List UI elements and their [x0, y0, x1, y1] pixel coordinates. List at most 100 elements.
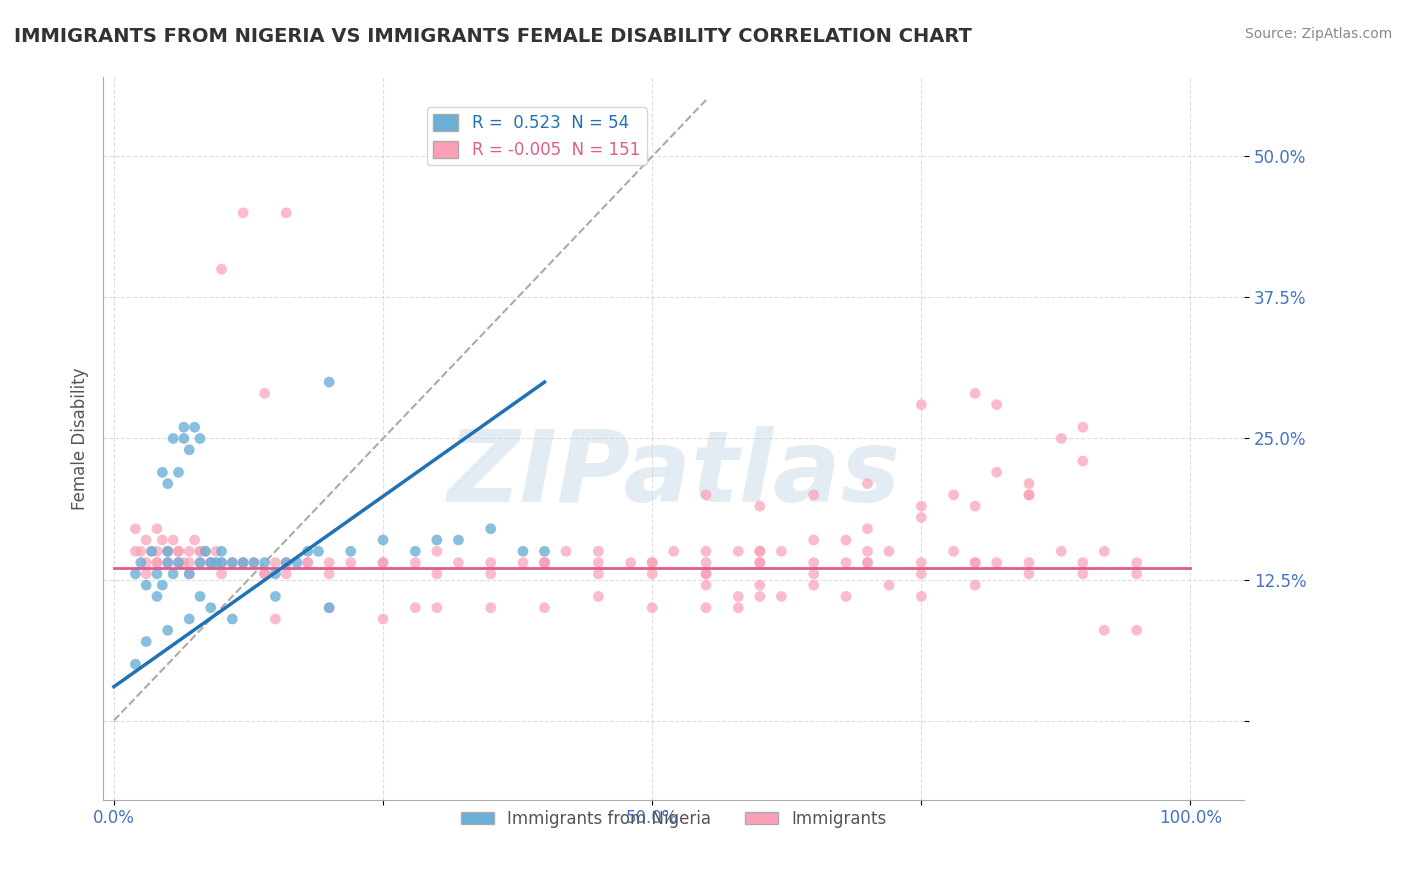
Point — [232, 206, 254, 220]
Point — [856, 544, 879, 558]
Point — [162, 566, 184, 581]
Point — [748, 556, 770, 570]
Point — [641, 600, 664, 615]
Point — [695, 566, 717, 581]
Point — [479, 522, 502, 536]
Point — [211, 544, 233, 558]
Point — [179, 544, 201, 558]
Point — [339, 556, 361, 570]
Point — [856, 556, 879, 570]
Point — [141, 544, 163, 558]
Point — [211, 556, 233, 570]
Point — [695, 566, 717, 581]
Point — [479, 556, 502, 570]
Point — [141, 544, 163, 558]
Point — [276, 206, 298, 220]
Point — [156, 476, 179, 491]
Point — [156, 624, 179, 638]
Point — [986, 556, 1008, 570]
Point — [318, 556, 340, 570]
Point — [965, 386, 987, 401]
Point — [156, 556, 179, 570]
Point — [533, 544, 555, 558]
Point — [253, 566, 276, 581]
Point — [986, 398, 1008, 412]
Point — [146, 556, 169, 570]
Point — [479, 600, 502, 615]
Point — [910, 510, 932, 524]
Point — [200, 600, 222, 615]
Point — [856, 522, 879, 536]
Point — [188, 544, 211, 558]
Point — [641, 556, 664, 570]
Point — [404, 600, 426, 615]
Point — [167, 556, 190, 570]
Point — [371, 612, 394, 626]
Point — [1018, 566, 1040, 581]
Point — [588, 544, 610, 558]
Point — [1071, 454, 1094, 468]
Point — [965, 556, 987, 570]
Point — [200, 556, 222, 570]
Point — [748, 590, 770, 604]
Point — [910, 566, 932, 581]
Point — [1050, 432, 1073, 446]
Point — [188, 556, 211, 570]
Point — [276, 556, 298, 570]
Point — [1125, 624, 1147, 638]
Point — [264, 590, 287, 604]
Point — [318, 600, 340, 615]
Point — [803, 533, 825, 547]
Point — [803, 556, 825, 570]
Point — [426, 600, 449, 615]
Point — [910, 590, 932, 604]
Point — [150, 533, 173, 547]
Point — [146, 556, 169, 570]
Point — [727, 590, 749, 604]
Point — [156, 556, 179, 570]
Point — [695, 578, 717, 592]
Point — [129, 556, 152, 570]
Point — [803, 488, 825, 502]
Point — [986, 466, 1008, 480]
Point — [135, 634, 157, 648]
Point — [662, 544, 685, 558]
Point — [1125, 566, 1147, 581]
Point — [200, 556, 222, 570]
Point — [179, 556, 201, 570]
Point — [727, 544, 749, 558]
Point — [1018, 556, 1040, 570]
Point — [695, 556, 717, 570]
Point — [179, 566, 201, 581]
Point — [426, 544, 449, 558]
Point — [276, 556, 298, 570]
Point — [318, 375, 340, 389]
Legend: Immigrants from Nigeria, Immigrants: Immigrants from Nigeria, Immigrants — [454, 803, 893, 835]
Point — [167, 466, 190, 480]
Point — [910, 398, 932, 412]
Text: ZIPatlas: ZIPatlas — [447, 426, 900, 523]
Point — [124, 566, 146, 581]
Point — [150, 466, 173, 480]
Point — [179, 612, 201, 626]
Point — [146, 522, 169, 536]
Point — [179, 442, 201, 457]
Point — [555, 544, 578, 558]
Point — [447, 533, 470, 547]
Point — [205, 556, 228, 570]
Point — [200, 556, 222, 570]
Point — [200, 556, 222, 570]
Point — [426, 533, 449, 547]
Point — [318, 600, 340, 615]
Point — [167, 544, 190, 558]
Point — [695, 600, 717, 615]
Point — [748, 544, 770, 558]
Point — [232, 556, 254, 570]
Point — [942, 488, 965, 502]
Point — [276, 566, 298, 581]
Point — [232, 556, 254, 570]
Point — [156, 544, 179, 558]
Point — [1071, 556, 1094, 570]
Point — [856, 476, 879, 491]
Point — [803, 566, 825, 581]
